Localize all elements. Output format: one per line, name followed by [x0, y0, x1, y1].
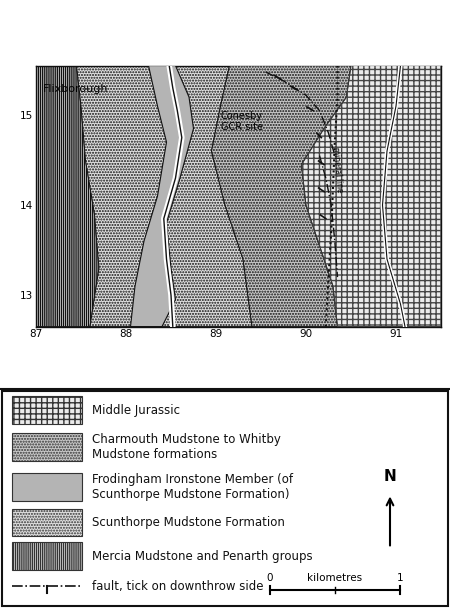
Text: fault, tick on downthrow side: fault, tick on downthrow side [92, 579, 264, 593]
Text: N: N [383, 469, 396, 483]
Text: mineral line: mineral line [331, 146, 344, 192]
Text: Conesby
GCR site: Conesby GCR site [220, 111, 262, 132]
Polygon shape [36, 66, 99, 326]
Polygon shape [302, 66, 441, 326]
Text: kilometres: kilometres [307, 573, 363, 583]
Bar [12, 472, 82, 500]
Text: Frodingham Ironstone Member (of
Scunthorpe Mudstone Formation): Frodingham Ironstone Member (of Scunthor… [92, 472, 293, 500]
Text: Mercia Mudstone and Penarth groups: Mercia Mudstone and Penarth groups [92, 550, 313, 563]
Polygon shape [76, 66, 252, 326]
Text: 0: 0 [267, 573, 273, 583]
Text: Scunthorpe Mudstone Formation: Scunthorpe Mudstone Formation [92, 516, 285, 529]
Polygon shape [194, 66, 351, 326]
Text: Flixborough: Flixborough [43, 83, 109, 94]
Bar [12, 396, 82, 424]
Bar [12, 508, 82, 536]
Bar [12, 542, 82, 570]
Text: Middle Jurassic: Middle Jurassic [92, 404, 180, 416]
Polygon shape [130, 66, 194, 326]
Text: 1: 1 [397, 573, 403, 583]
Bar [12, 433, 82, 461]
Text: Charmouth Mudstone to Whitby
Mudstone formations: Charmouth Mudstone to Whitby Mudstone fo… [92, 433, 281, 461]
